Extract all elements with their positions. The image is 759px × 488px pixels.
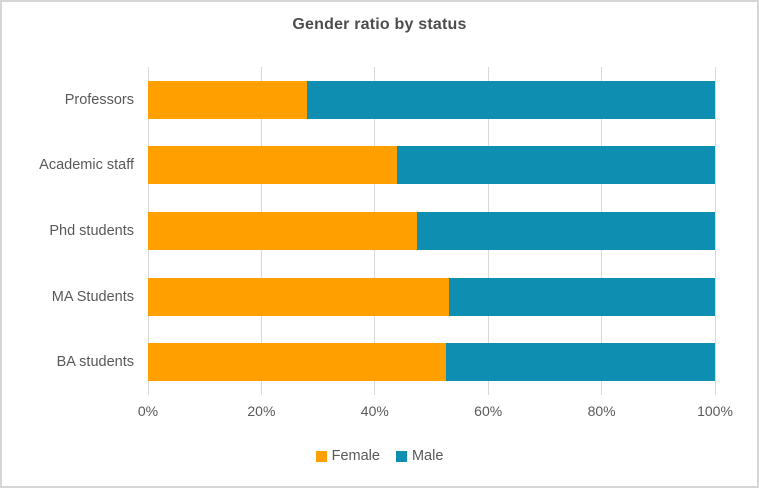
bar-segment-female [148, 211, 418, 250]
bar-segment-female [148, 80, 307, 119]
bar-segment-male [445, 343, 715, 382]
bar-track [148, 211, 715, 250]
legend-swatch-male [395, 450, 407, 462]
category-labels: Professors Academic staff Phd students MA S… [10, 67, 134, 395]
legend-label-male: Male [411, 448, 444, 464]
gridline [714, 67, 716, 395]
plot-area [147, 67, 716, 395]
bar-track [148, 343, 715, 382]
legend-entry-male: Male [395, 448, 444, 464]
legend-entry-female: Female [315, 448, 380, 464]
category-label: Academic staff [39, 157, 134, 174]
category-label: Professors [64, 91, 134, 108]
bar-row [148, 67, 715, 133]
chart-title: Gender ratio by status [292, 16, 467, 33]
rows-layer [148, 67, 715, 395]
bar-segment-male [448, 277, 715, 316]
x-axis-tick-label: 0% [137, 403, 159, 419]
bar-segment-female [148, 343, 446, 382]
x-axis-tick-label: 20% [247, 403, 276, 419]
legend-swatch-female [315, 450, 327, 462]
x-axis-tick-label: 60% [474, 403, 503, 419]
bar-row [148, 264, 715, 330]
bar-track [148, 146, 715, 185]
x-axis-tick-label: 100% [697, 403, 733, 419]
bar-segment-female [148, 277, 449, 316]
bar-track [148, 80, 715, 119]
x-axis-tick-label: 40% [360, 403, 389, 419]
bar-segment-male [306, 80, 715, 119]
bar-row [148, 329, 715, 395]
bar-row [148, 133, 715, 199]
category-label: BA students [56, 354, 134, 371]
bar-row [148, 198, 715, 264]
category-label: MA Students [51, 288, 134, 305]
x-axis: 0% 20% 40% 60% 80% 100% [138, 403, 733, 421]
x-axis-tick-label: 80% [587, 403, 616, 419]
legend-label-female: Female [331, 448, 380, 464]
bar-segment-male [397, 146, 715, 185]
category-label: Phd students [49, 222, 134, 239]
legend: Female Male [2, 448, 757, 464]
bar-segment-female [148, 146, 398, 185]
bar-segment-male [417, 211, 715, 250]
bar-track [148, 277, 715, 316]
